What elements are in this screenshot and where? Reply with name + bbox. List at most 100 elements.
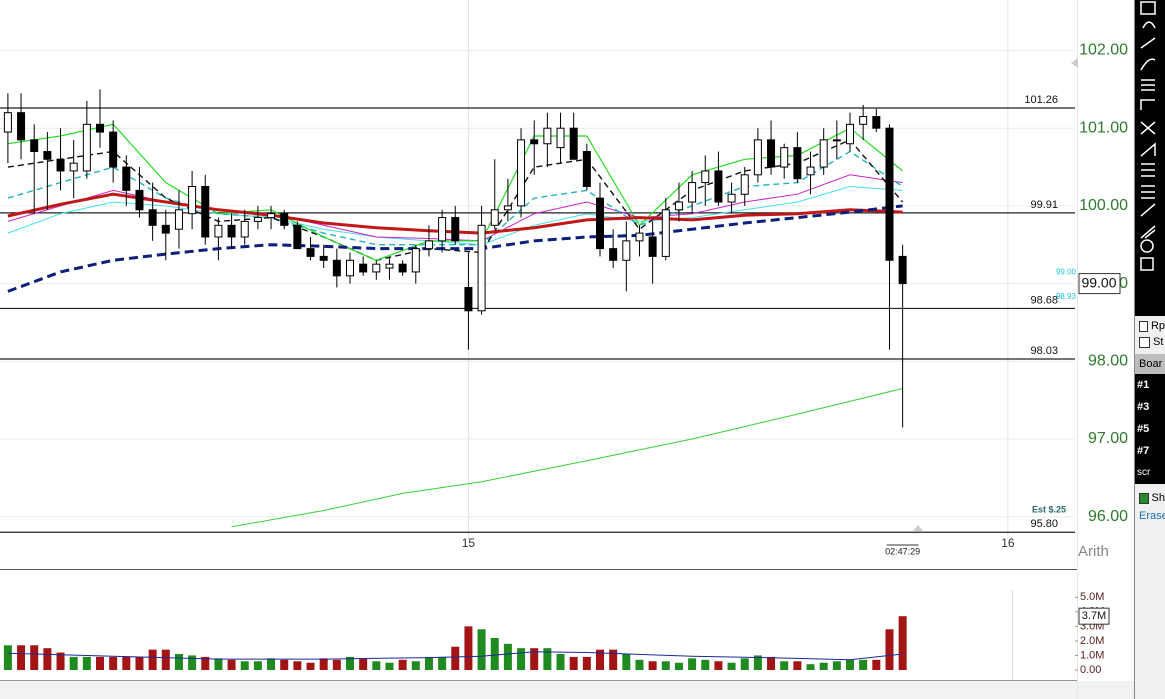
volume-bar xyxy=(582,656,591,670)
volume-bar xyxy=(477,629,486,670)
candle-body xyxy=(859,116,868,125)
volume-bar xyxy=(188,655,197,670)
volume-bar xyxy=(556,654,565,670)
volume-bar xyxy=(109,656,118,670)
candle-body xyxy=(793,147,802,180)
option-label: Sh xyxy=(1151,492,1165,504)
scroll-marker xyxy=(1071,58,1078,68)
volume-bar xyxy=(661,661,670,670)
volume-bar xyxy=(398,659,407,670)
volume-bar xyxy=(214,658,223,670)
price-box xyxy=(1078,273,1121,295)
volume-bar xyxy=(490,638,499,670)
y-tick-label: 98.00 xyxy=(1088,353,1128,370)
level-label: 99.91 xyxy=(1030,199,1058,211)
volume-bar xyxy=(424,656,433,670)
y-tick-label: 96.00 xyxy=(1088,508,1128,525)
volume-bar xyxy=(530,648,539,670)
level-label: 95.80 xyxy=(1030,518,1058,530)
candle-body xyxy=(753,139,762,176)
candle-body xyxy=(490,209,499,226)
drawing-tools xyxy=(1135,0,1165,316)
volume-bar xyxy=(82,656,91,670)
option-label: Rp xyxy=(1150,320,1165,332)
level-label: 98.03 xyxy=(1030,345,1058,357)
option-label: St xyxy=(1153,336,1164,348)
candle-body xyxy=(174,209,183,230)
volume-bar xyxy=(767,656,776,670)
volume-bar xyxy=(174,654,183,670)
volume-bar xyxy=(161,649,170,670)
volume-bar xyxy=(306,662,315,670)
candle-body xyxy=(372,263,381,273)
volume-bar xyxy=(122,656,131,670)
volume-bar xyxy=(635,659,644,670)
volume-bar xyxy=(780,661,789,670)
volume-bar xyxy=(688,658,697,670)
volume-bar xyxy=(319,658,328,670)
volume-bar xyxy=(227,659,236,670)
candle-body xyxy=(135,189,144,211)
candle-body xyxy=(96,123,104,133)
volume-bar xyxy=(280,659,289,670)
candle-body xyxy=(872,116,881,129)
volume-bar xyxy=(267,658,276,670)
candle-body xyxy=(240,220,249,238)
volume-bar xyxy=(727,662,736,670)
candle-body xyxy=(293,224,302,250)
volume-bar xyxy=(648,661,657,670)
volume-bar xyxy=(859,659,868,670)
candle-body xyxy=(306,248,315,257)
volume-bar xyxy=(793,661,802,670)
candle-body xyxy=(227,224,236,238)
board-row[interactable]: #7 xyxy=(1137,445,1150,457)
volume-bar xyxy=(596,649,604,670)
y-tick-label: 1.0M xyxy=(1080,649,1104,661)
volume-bar xyxy=(872,659,881,670)
option-1[interactable]: Rp xyxy=(1135,318,1165,334)
board-row[interactable]: scr xyxy=(1137,467,1151,478)
cursor-marker xyxy=(913,525,923,531)
candle-body xyxy=(661,209,670,257)
show-toggle[interactable]: Sh xyxy=(1135,490,1165,506)
candle-body xyxy=(346,259,354,277)
board-row[interactable]: #3 xyxy=(1137,401,1150,413)
board-row[interactable]: #1 xyxy=(1137,379,1150,391)
candle-body xyxy=(767,139,776,168)
candle-body xyxy=(701,170,710,184)
chart: Arith Est $.25 96.00 97.00 98.00 99.00 100.0… xyxy=(0,0,1135,699)
board-row[interactable]: #5 xyxy=(1137,423,1150,435)
volume-bar xyxy=(411,661,420,670)
volume-bar xyxy=(832,661,841,670)
volume-bar xyxy=(753,655,762,670)
candle-body xyxy=(280,213,289,226)
candle-body xyxy=(569,127,578,160)
volume-bar xyxy=(517,648,526,670)
volume-bar xyxy=(240,661,249,670)
candle-body xyxy=(517,139,526,207)
volume-bar xyxy=(464,626,473,670)
volume-bar xyxy=(806,664,815,670)
candle-body xyxy=(424,240,433,250)
toolbar: Rp St Boar #1 #3 #5 #7 scr Sh Erase xyxy=(1135,0,1165,699)
candle-body xyxy=(214,224,223,238)
candle-body xyxy=(596,197,604,250)
candle-body xyxy=(832,139,841,142)
x-tick-label: 15 xyxy=(462,536,476,550)
volume-bar xyxy=(253,661,262,670)
candle-body xyxy=(267,213,276,219)
volume-bar xyxy=(346,656,354,670)
candle-body xyxy=(451,217,460,242)
erase-link[interactable]: Erase xyxy=(1139,510,1165,522)
time-label: 02:47:29 xyxy=(885,546,920,556)
volume-bar xyxy=(148,649,157,670)
volume-bar xyxy=(898,616,907,670)
volume-bar xyxy=(543,648,552,670)
option-2[interactable]: St xyxy=(1135,334,1165,350)
tool-icons xyxy=(1140,1,1156,271)
volume-bar xyxy=(885,629,894,670)
cyan-label: 99.00 xyxy=(1056,268,1077,277)
volume-bar xyxy=(96,656,104,670)
estimate-label: Est $.25 xyxy=(1032,504,1066,514)
board-header[interactable]: Boar xyxy=(1135,354,1165,374)
